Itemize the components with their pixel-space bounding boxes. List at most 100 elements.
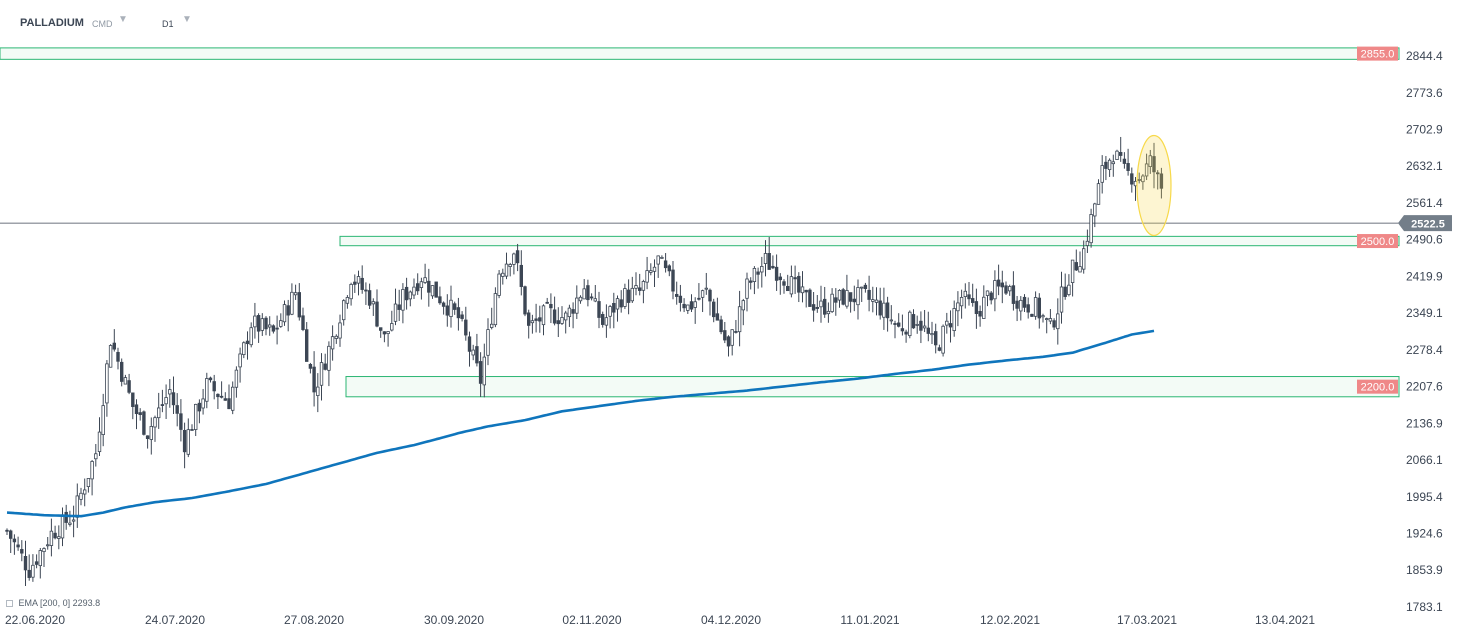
candle xyxy=(564,310,568,334)
candle-body xyxy=(1148,155,1152,167)
candle-body xyxy=(675,293,679,297)
candle xyxy=(641,279,646,304)
candle xyxy=(545,297,549,304)
candle-body xyxy=(489,323,494,328)
candle xyxy=(619,290,623,313)
candle xyxy=(819,285,823,323)
candle-body xyxy=(715,313,720,321)
candle xyxy=(634,272,638,296)
candle-body xyxy=(293,292,298,296)
candle xyxy=(264,316,268,336)
candle xyxy=(412,278,416,299)
candle xyxy=(693,297,697,324)
candle xyxy=(253,302,257,339)
candle xyxy=(34,554,39,569)
candle xyxy=(1122,152,1127,169)
candle-body xyxy=(123,377,128,385)
candle-body xyxy=(926,327,930,334)
candle xyxy=(79,487,83,506)
candle xyxy=(656,255,660,278)
candle xyxy=(638,273,642,296)
candle xyxy=(678,284,683,312)
chevron-down-icon[interactable]: ▼ xyxy=(118,14,128,25)
candle-body xyxy=(704,287,708,290)
candle xyxy=(689,294,694,313)
candle-body xyxy=(745,278,749,299)
candle-body xyxy=(234,369,239,388)
candle-body xyxy=(208,377,213,381)
price-axis[interactable]: 2844.4 2773.6 2702.9 2632.1 2561.4 2490.6 2419… xyxy=(1406,49,1443,614)
candle xyxy=(575,285,579,320)
candle-body xyxy=(819,300,823,308)
candle-body xyxy=(1026,304,1030,313)
candle-body xyxy=(693,301,697,308)
candle-body xyxy=(186,429,190,455)
candle-body xyxy=(678,295,683,303)
candle xyxy=(793,265,797,294)
candle-body xyxy=(75,495,79,518)
candle-body xyxy=(945,320,949,326)
interval-label[interactable]: D1 xyxy=(162,19,174,29)
candle xyxy=(1037,293,1041,329)
candle xyxy=(1130,167,1134,193)
x-tick-label: 24.07.2020 xyxy=(145,613,205,627)
candle xyxy=(338,314,342,347)
candle xyxy=(863,282,868,293)
time-axis[interactable]: 22.06.2020 24.07.2020 27.08.2020 30.09.2020… xyxy=(5,613,1315,627)
candle-body xyxy=(415,283,420,292)
market-label[interactable]: CMD xyxy=(92,19,113,29)
candle xyxy=(153,415,157,442)
candle-body xyxy=(131,392,135,407)
candle xyxy=(700,289,705,313)
candle xyxy=(534,303,538,333)
candle xyxy=(974,288,979,329)
candle xyxy=(1045,317,1049,334)
candle-body xyxy=(423,277,427,283)
candle-body xyxy=(889,319,893,322)
candle xyxy=(105,360,109,417)
candle xyxy=(1030,313,1034,318)
candle xyxy=(297,283,301,321)
candle xyxy=(5,528,9,535)
candle-body xyxy=(323,363,327,370)
candle xyxy=(245,331,250,360)
candle xyxy=(1115,149,1119,161)
candle xyxy=(889,305,893,325)
candle xyxy=(1074,249,1078,271)
candle xyxy=(1000,270,1004,304)
candle-body xyxy=(1156,172,1160,175)
y-tick-label: 2561.4 xyxy=(1406,196,1443,210)
candle-body xyxy=(467,336,472,352)
candle-body xyxy=(286,305,290,316)
candle xyxy=(356,270,361,296)
candle-body xyxy=(434,281,438,298)
candle-body xyxy=(386,331,390,335)
current-price-tag-bg xyxy=(1398,215,1452,232)
candle-body xyxy=(456,307,461,319)
candle-body xyxy=(493,293,498,326)
candle xyxy=(630,276,634,304)
candle xyxy=(301,307,305,332)
candle-body xyxy=(922,325,927,329)
candle xyxy=(571,302,575,329)
candle-body xyxy=(971,298,975,303)
candle xyxy=(922,309,927,333)
candle-body xyxy=(915,323,919,326)
y-tick-label: 2773.6 xyxy=(1406,86,1443,100)
candle-body xyxy=(575,297,579,314)
candle xyxy=(1100,155,1104,194)
legend-toggle-icon[interactable] xyxy=(6,600,13,608)
symbol-label[interactable]: PALLADIUM xyxy=(20,17,84,29)
candle xyxy=(719,315,723,335)
candle-body xyxy=(1078,266,1082,273)
candle xyxy=(612,292,616,329)
candle xyxy=(737,290,742,347)
candle-body xyxy=(512,253,516,265)
candle xyxy=(1159,167,1164,199)
legend-value: 2293.8 xyxy=(72,598,101,608)
candle-body xyxy=(53,532,57,539)
candle xyxy=(867,275,871,312)
chevron-down-icon[interactable]: ▼ xyxy=(182,14,192,25)
candle xyxy=(345,295,350,309)
